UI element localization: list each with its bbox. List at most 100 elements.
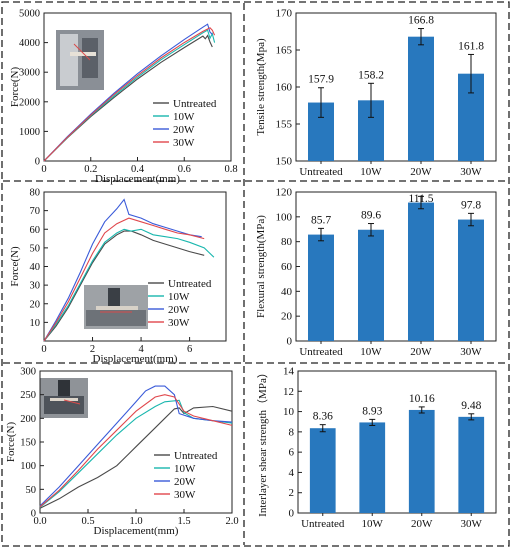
series-line-30w <box>43 217 205 342</box>
line-chart-2: 10 20 30 40 50 60 70 80 0 2 4 6 Displacement(mm) Forc… <box>9 188 227 365</box>
x-tick-label: 0.5 <box>81 516 94 527</box>
y-axis-label: Interlayer shear strength（MPa） <box>256 367 269 517</box>
inset-photo-shear <box>40 378 88 418</box>
y-tick-label: 4000 <box>19 38 40 49</box>
y-tick-label: 20 <box>30 299 41 310</box>
series-line-untreated <box>43 34 213 162</box>
y-tick-label: 200 <box>20 414 36 425</box>
legend-label: 20W <box>168 304 190 316</box>
y-tick-label: 250 <box>20 390 36 401</box>
y-tick-label: 150 <box>20 438 36 449</box>
y-tick-label: 1000 <box>19 127 40 138</box>
legend-label: Untreated <box>174 450 218 462</box>
x-tick-label: 0.2 <box>84 164 97 175</box>
y-tick-label: 100 <box>276 211 293 223</box>
x-tick-label: 0 <box>41 344 46 355</box>
y-tick-label: 10 <box>283 406 295 418</box>
value-label: 166.8 <box>408 15 434 27</box>
value-label: 89.6 <box>361 210 381 222</box>
y-tick-label: 120 <box>276 187 293 199</box>
y-tick-label: 60 <box>30 225 41 236</box>
series-line-20w <box>39 385 233 507</box>
x-axis-label: Displacement(mm) <box>94 525 179 537</box>
y-tick-label: 40 <box>30 262 41 273</box>
value-label: 111.5 <box>408 193 433 205</box>
value-label: 161.8 <box>458 40 484 52</box>
legend-label: 10W <box>168 291 190 303</box>
x-tick-label: 2.0 <box>225 516 238 527</box>
y-axis-label: Force(N) <box>5 422 17 463</box>
y-axis-label: Tensile strength(Mpa) <box>255 38 267 136</box>
x-axis-label: Displacement(mm) <box>95 173 180 185</box>
y-tick-label: 2 <box>289 487 295 499</box>
series-line-30w <box>43 27 216 162</box>
y-tick-label: 100 <box>20 461 36 472</box>
plot-frame <box>297 370 497 514</box>
y-tick-label: 40 <box>281 286 293 298</box>
y-axis-label: Force(N) <box>9 246 21 287</box>
x-tick-label: 6 <box>187 344 192 355</box>
series-line-10w <box>43 228 215 342</box>
y-tick-label: 8 <box>289 426 295 438</box>
y-tick-label: 70 <box>30 206 41 217</box>
value-label: 9.48 <box>461 400 481 412</box>
bar-chart-3: 0 20 40 60 80 100 120 85.7 Untreated 89.6 10W 111.5… <box>255 187 497 358</box>
y-tick-label: 80 <box>30 188 41 199</box>
x-tick-label: 10W <box>360 166 382 178</box>
x-tick-label: 1.0 <box>129 516 142 527</box>
legend-label: 30W <box>173 137 195 149</box>
value-label: 8.36 <box>313 411 333 423</box>
bar-30w <box>458 416 485 513</box>
y-tick-label: 14 <box>283 366 295 378</box>
legend-label: Untreated <box>168 278 212 290</box>
y-tick-label: 10 <box>30 318 41 329</box>
x-tick-label: Untreated <box>301 518 345 530</box>
x-tick-label: 30W <box>460 166 482 178</box>
x-tick-label: Untreated <box>299 166 343 178</box>
series-line-untreated <box>43 230 205 342</box>
x-tick-label: 1.5 <box>177 516 190 527</box>
legend-label: 10W <box>173 111 195 123</box>
value-label: 157.9 <box>308 74 334 86</box>
legend-label: 10W <box>174 463 196 475</box>
y-tick-label: 0 <box>31 509 36 520</box>
value-label: 97.8 <box>461 199 481 211</box>
x-tick-label: 20W <box>410 166 432 178</box>
x-tick-label: 0.8 <box>224 164 237 175</box>
y-tick-label: 300 <box>20 367 36 378</box>
x-tick-label: 2 <box>90 344 95 355</box>
x-tick-label: 10W <box>360 346 382 358</box>
x-tick-label: 0.0 <box>33 516 46 527</box>
bar-untreated <box>309 428 336 513</box>
value-label: 158.2 <box>358 69 384 81</box>
series-line-20w <box>43 198 202 342</box>
y-tick-label: 0 <box>289 508 295 520</box>
y-tick-label: 12 <box>283 386 294 398</box>
y-tick-label: 0 <box>35 157 40 168</box>
y-tick-label: 6 <box>289 447 295 459</box>
y-tick-label: 60 <box>281 261 293 273</box>
y-tick-label: 0 <box>287 336 293 348</box>
x-tick-label: 10W <box>362 518 384 530</box>
y-tick-label: 20 <box>281 311 293 323</box>
y-tick-label: 80 <box>281 236 293 248</box>
bar-untreated <box>308 234 334 341</box>
y-axis-label: Flexural strength(MPa) <box>255 215 267 318</box>
legend-label: Untreated <box>173 98 217 110</box>
y-tick-label: 160 <box>276 82 293 94</box>
bar-10w <box>359 422 386 513</box>
y-tick-label: 150 <box>276 156 293 168</box>
x-axis-label: Displacement(mm) <box>93 353 178 365</box>
y-axis-label: Force(N) <box>9 67 21 108</box>
y-tick-label: 165 <box>276 45 293 57</box>
legend-label: 30W <box>174 489 196 501</box>
y-tick-label: 4 <box>289 467 295 479</box>
y-tick-label: 170 <box>276 8 293 20</box>
value-label: 10.16 <box>409 393 435 405</box>
x-tick-label: 4 <box>138 344 144 355</box>
bar-10w <box>358 229 384 341</box>
bar-chart-1: 150 155 160 165 170 157.9 Untreated 158.2 10W 166… <box>255 8 497 178</box>
y-tick-label: 50 <box>26 485 37 496</box>
